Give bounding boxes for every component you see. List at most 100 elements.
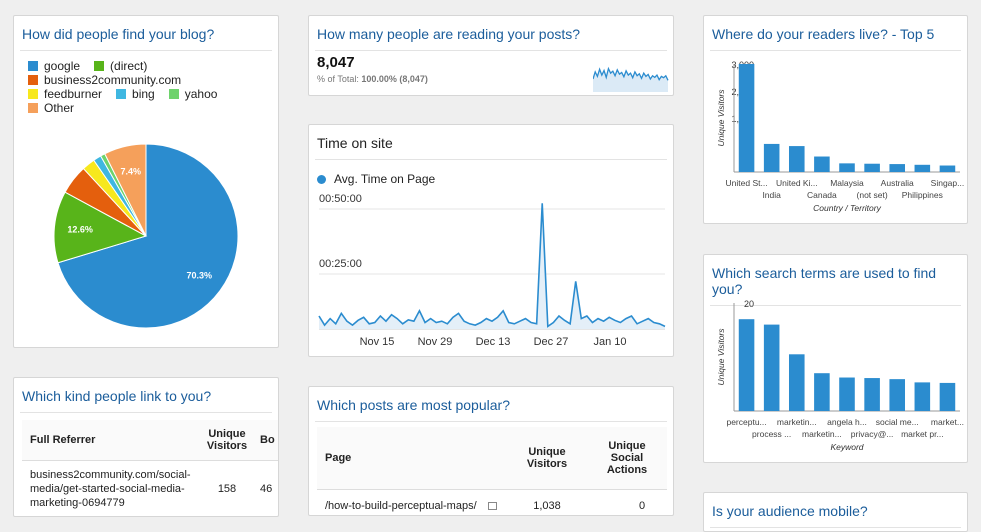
table-header-row: Page Unique Visitors Unique Social Actio…	[317, 427, 667, 489]
time-legend: Avg. Time on Page	[317, 172, 435, 186]
bar	[939, 165, 956, 172]
page-link[interactable]: /how-to-build-perceptual-maps/	[325, 499, 477, 512]
pie-legend: google (direct) business2community.com f…	[14, 51, 278, 115]
col-social-actions[interactable]: Unique Social Actions	[606, 439, 648, 476]
x-tick-label: Nov 29	[418, 336, 453, 348]
x-tick-label: Canada	[807, 190, 837, 200]
x-tick-label: perceptu...	[726, 417, 766, 427]
x-tick-label: India	[762, 190, 781, 200]
widget-title: Which posts are most popular?	[315, 387, 667, 422]
col-unique-visitors[interactable]: Unique Visitors	[206, 427, 248, 452]
widget-title: Which search terms are used to find you?	[710, 255, 961, 306]
bar	[839, 377, 855, 411]
table-row[interactable]: business2community.com/social-media/get-…	[22, 460, 278, 510]
legend-item-google[interactable]: google	[28, 59, 80, 73]
bar	[763, 143, 780, 172]
widget-title: Where do your readers live? - Top 5	[710, 16, 961, 51]
legend-label: Avg. Time on Page	[334, 172, 436, 186]
pie-chart: 70.3% 12.6% 7.4%	[53, 143, 239, 329]
legend-item-bing[interactable]: bing	[116, 87, 155, 101]
sparkline-line	[593, 66, 669, 81]
widget-popular-posts: Which posts are most popular? Page Uniqu…	[308, 386, 674, 516]
bar	[814, 156, 830, 172]
x-tick-label: Dec 27	[534, 336, 569, 348]
col-page[interactable]: Page	[325, 451, 352, 464]
popular-table: Page Unique Visitors Unique Social Actio…	[317, 427, 667, 512]
widget-search-terms: Which search terms are used to find you?…	[703, 254, 968, 463]
readers-percent: % of Total: 100.00% (8,047)	[317, 74, 428, 84]
external-link-icon[interactable]	[487, 501, 497, 510]
legend-swatch	[28, 103, 38, 113]
widget-title: Which kind people link to you?	[20, 378, 272, 413]
page-cell[interactable]: /how-to-build-perceptual-maps/	[317, 489, 507, 512]
bar	[914, 164, 931, 172]
legend-swatch	[94, 61, 105, 71]
col-bounce[interactable]: Bo	[260, 433, 275, 446]
x-tick-label: Dec 13	[476, 336, 511, 348]
x-tick-label: Australia	[881, 178, 914, 188]
legend-item-direct[interactable]: (direct)	[94, 59, 147, 73]
legend-label: Other	[44, 101, 75, 115]
x-tick-label: market...	[931, 417, 964, 427]
x-tick-label: marketin...	[777, 417, 817, 427]
legend-item-yahoo[interactable]: yahoo	[168, 87, 218, 101]
widget-traffic-sources: How did people find your blog? google (d…	[13, 15, 279, 348]
referrer-table: Full Referrer Unique Visitors Bo busines…	[22, 420, 278, 510]
y-tick-label: 20	[744, 299, 754, 309]
bar	[889, 379, 906, 411]
pie-slice	[53, 191, 148, 264]
x-tick-label: Jan 10	[593, 336, 626, 348]
actions-cell: 0	[638, 499, 646, 512]
time-area	[319, 203, 665, 329]
visitors-cell: 1,038	[533, 499, 561, 512]
readers-count: 8,047	[317, 54, 355, 71]
bar	[763, 324, 780, 411]
x-tick-label: marketin...	[802, 429, 842, 439]
sparkline-area	[593, 68, 668, 92]
widget-mobile: Is your audience mobile?	[703, 492, 968, 532]
legend-item-business2community[interactable]: business2community.com	[28, 73, 181, 87]
percent-prefix: % of Total:	[317, 74, 362, 84]
legend-swatch	[28, 75, 38, 85]
y-tick-label: 00:50:00	[319, 193, 362, 205]
legend-swatch	[116, 89, 127, 99]
widget-readers: How many people are reading your posts? …	[308, 15, 674, 96]
pie-slice-label: 12.6%	[67, 224, 93, 234]
bar	[738, 319, 755, 411]
legend-label: google	[44, 59, 81, 73]
time-line-chart: 00:25:00 00:50:00 Nov 15 Nov 29 Dec 13 Dec 27…	[318, 193, 666, 348]
bar	[914, 382, 931, 411]
bar	[814, 373, 830, 411]
table-row[interactable]: /how-to-build-perceptual-maps/ 1,038 0	[317, 489, 667, 512]
x-tick-label: market pr...	[901, 429, 944, 439]
col-full-referrer[interactable]: Full Referrer	[30, 433, 96, 446]
widget-time-on-site: Time on site Avg. Time on Page 00:25:00 0…	[308, 124, 674, 357]
table-header-row: Full Referrer Unique Visitors Bo	[22, 420, 278, 460]
x-tick-label: angela h...	[827, 417, 867, 427]
visitors-cell: 158	[217, 482, 237, 495]
legend-swatch	[28, 61, 38, 71]
legend-swatch	[28, 89, 38, 99]
y-axis-label: Unique Visitors	[716, 89, 726, 147]
col-unique-visitors[interactable]: Unique Visitors	[526, 445, 568, 470]
x-tick-label: Philippines	[902, 190, 943, 200]
bar	[738, 64, 755, 172]
legend-label: feedburner	[44, 87, 103, 101]
widget-title: How did people find your blog?	[20, 16, 272, 51]
x-tick-label: Malaysia	[830, 178, 864, 188]
referrer-cell[interactable]: business2community.com/social-media/get-…	[30, 468, 191, 509]
x-tick-label: United Ki...	[776, 178, 818, 188]
x-tick-label: Nov 15	[360, 336, 395, 348]
legend-item-other[interactable]: Other	[28, 101, 74, 115]
x-tick-label: United St...	[726, 178, 768, 188]
legend-dot	[317, 174, 326, 184]
widget-title: Time on site	[315, 125, 667, 160]
legend-label: yahoo	[184, 87, 218, 101]
bar	[864, 378, 880, 411]
bounce-cell: 46	[260, 482, 273, 495]
bar	[939, 382, 956, 411]
legend-item-feedburner[interactable]: feedburner	[28, 87, 102, 101]
y-tick-label: 00:25:00	[319, 258, 362, 270]
x-axis-label: Country / Territory	[813, 203, 881, 213]
legend-label: bing	[132, 87, 155, 101]
